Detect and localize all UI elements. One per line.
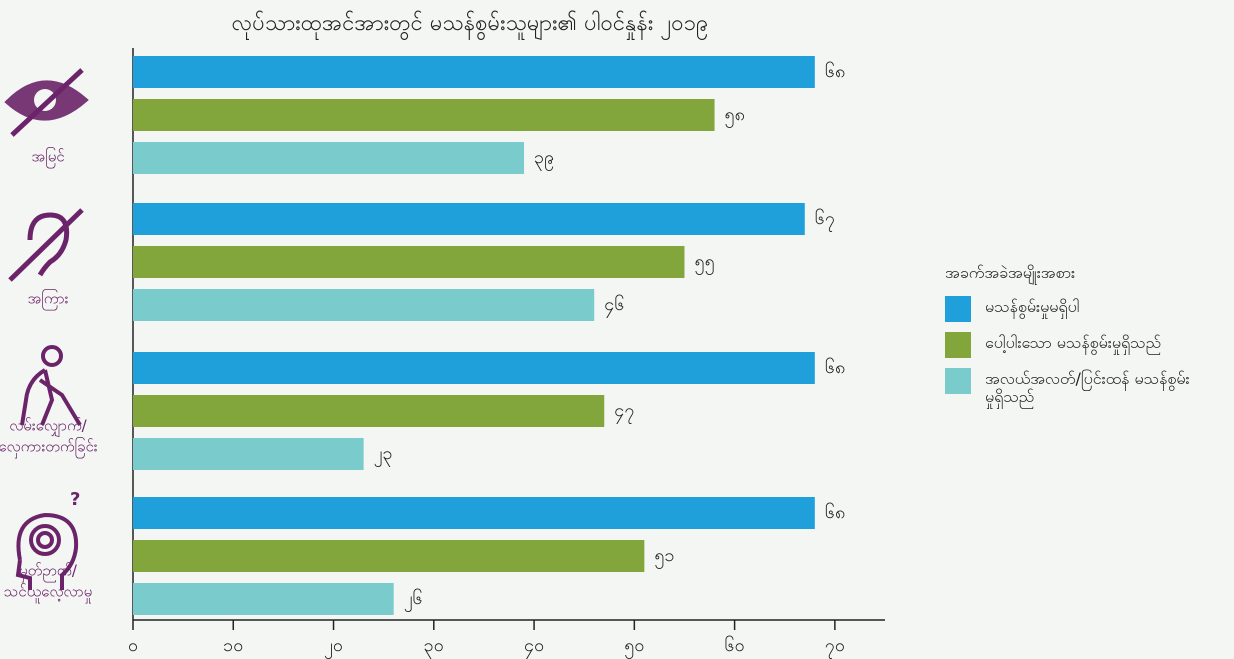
value-label: ၆၇: [815, 208, 835, 232]
x-tick-label: ၇၀: [825, 635, 845, 659]
category-label: အကြား: [28, 289, 69, 311]
icon-walking: [20, 345, 82, 427]
x-tick-label: ၂၀: [324, 635, 343, 659]
bar: [133, 583, 394, 615]
category-label: သင်ယူလေ့လာမှု: [4, 583, 92, 604]
value-label: ၂၆: [404, 588, 423, 612]
legend-swatch: [945, 368, 971, 394]
legend-item: မသန်စွမ်းမှုမရှိပါ: [945, 296, 1195, 322]
category-label: မှတ်ဉာဏ်/: [19, 562, 78, 583]
x-tick-label: ၅၀: [624, 635, 644, 659]
category-label: လှေကားတက်ခြင်း: [0, 437, 98, 459]
bar: [133, 438, 364, 470]
value-label: ၄၇: [614, 400, 634, 424]
value-label: ၅၈: [725, 104, 745, 128]
x-tick-label: ၀: [128, 635, 138, 656]
legend-item: ပေါ့ပါးသော မသန်စွမ်းမှုရှိသည်: [945, 332, 1195, 358]
chart-title: လုပ်သားထုအင်အားတွင် မသန်စွမ်းသူများ၏ ပါဝ…: [232, 10, 709, 41]
bar: [133, 540, 645, 572]
value-label: ၆၈: [825, 61, 845, 82]
legend-swatch: [945, 296, 971, 322]
bar: [133, 203, 805, 235]
legend-swatch: [945, 332, 971, 358]
x-tick-label: ၄၀: [524, 635, 544, 659]
x-tick-label: ၁၀: [223, 635, 243, 656]
icon-memory: [15, 512, 79, 590]
value-label: ၃၉: [534, 147, 554, 171]
bar: [133, 246, 685, 278]
legend-label: မသန်စွမ်းမှုမရှိပါ: [985, 297, 1080, 316]
value-label: ၆၈: [825, 502, 845, 523]
bar: [133, 395, 605, 427]
value-label: ၄၆: [604, 294, 624, 318]
bar: [133, 352, 815, 384]
legend-item: အလယ်အလတ်/ပြင်းထန် မသန်စွမ်းမှုရှိသည်: [945, 368, 1195, 406]
value-label: ၅၁: [654, 545, 674, 569]
legend-label: အလယ်အလတ်/ပြင်းထန် မသန်စွမ်းမှုရှိသည်: [985, 369, 1190, 406]
value-label: ၆၈: [825, 357, 845, 378]
bar: [133, 56, 815, 88]
bar: [133, 289, 595, 321]
value-label: ၅၅: [694, 251, 714, 275]
category-label: အမြင်: [31, 147, 64, 169]
icon-seeing: [4, 68, 89, 137]
legend: အခက်အခဲအမျိုးအစား မသန်စွမ်းမှုမရှိပါပေါ့…: [945, 262, 1195, 416]
legend-title: အခက်အခဲအမျိုးအစား: [945, 263, 1076, 282]
bar: [133, 497, 815, 529]
icon-question: ?: [70, 489, 80, 510]
x-tick-label: ၃၀: [424, 635, 444, 659]
x-tick-label: ၆၀: [724, 635, 744, 656]
legend-label: ပေါ့ပါးသော မသန်စွမ်းမှုရှိသည်: [985, 333, 1162, 352]
value-label: ၂၃: [374, 443, 393, 467]
category-label: လမ်းလျှောက်/: [9, 417, 87, 438]
bar: [133, 99, 715, 131]
icon-hearing: [8, 208, 84, 282]
bar: [133, 142, 525, 174]
